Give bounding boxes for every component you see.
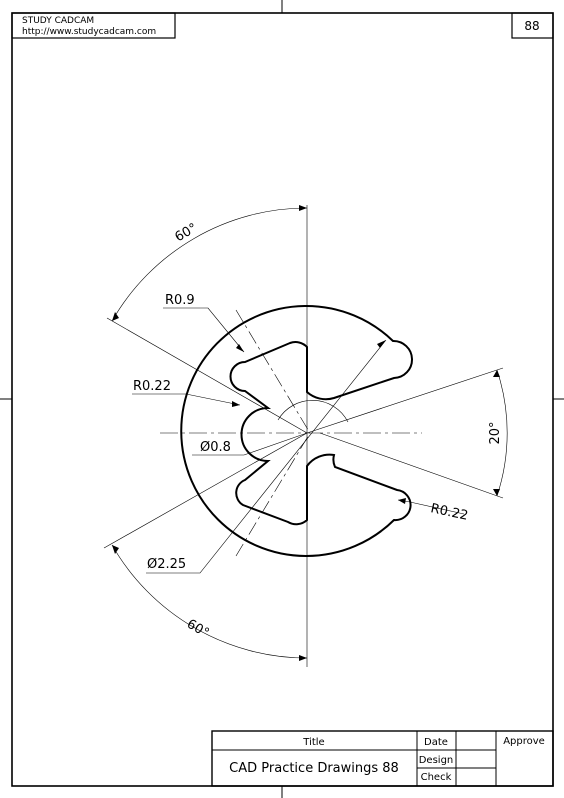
dim-angle-top: 60°: [173, 221, 200, 246]
header-box: STUDY CADCAM http://www.studycadcam.com …: [11, 12, 554, 39]
dim-diameter-inner: Ø0.8: [200, 440, 231, 455]
part-outline: [180, 305, 413, 557]
design-label: Design: [419, 755, 454, 766]
dimension-arrows: [112, 205, 500, 661]
dim-angle-right: 20°: [488, 421, 503, 444]
title-block: Title CAD Practice Drawings 88 Date Appr…: [211, 730, 554, 787]
dimension-labels: 60° 60° 20° R0.9 R0.22 R0.22 Ø0.8 Ø2.25: [133, 221, 503, 642]
sheet-number: 88: [524, 19, 539, 33]
date-label: Date: [424, 737, 448, 748]
title-label: Title: [302, 737, 324, 748]
dim-radius-lobe: R0.9: [165, 293, 195, 308]
approve-label: Approve: [503, 736, 545, 747]
check-label: Check: [421, 772, 452, 783]
dim-angle-bottom: 60°: [184, 617, 211, 642]
drawing-title: CAD Practice Drawings 88: [229, 761, 399, 776]
brand-name: STUDY CADCAM: [22, 16, 94, 26]
brand-url[interactable]: http://www.studycadcam.com: [22, 27, 156, 37]
center-lines: [160, 205, 422, 667]
dim-diameter-outer: Ø2.25: [147, 557, 186, 572]
dim-radius-fillet-right: R0.22: [429, 501, 469, 524]
dim-radius-fillet-left: R0.22: [133, 379, 171, 394]
